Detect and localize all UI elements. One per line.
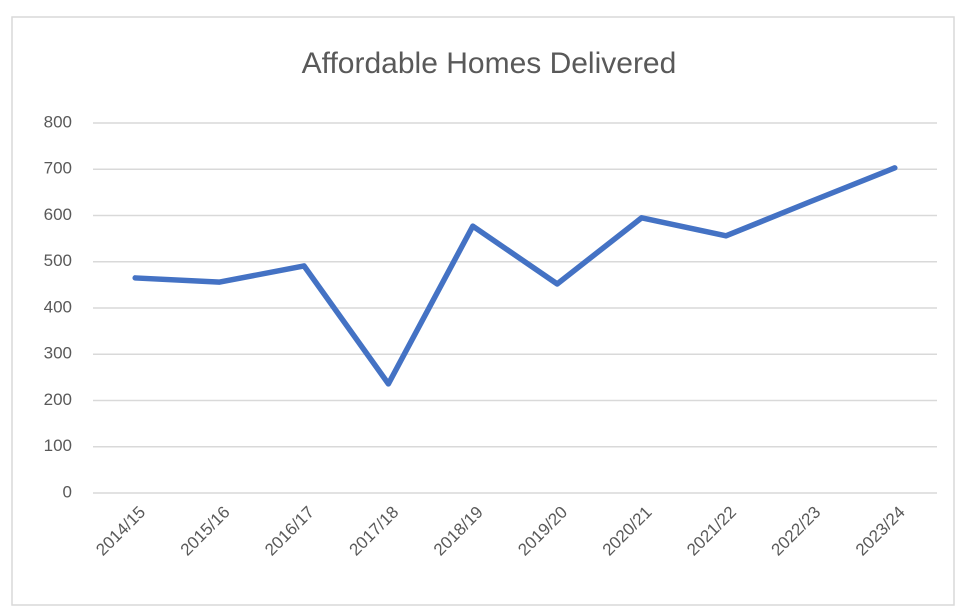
- y-tick-label: 800: [44, 112, 72, 131]
- y-tick-label: 100: [44, 436, 72, 455]
- y-tick-label: 500: [44, 251, 72, 270]
- chart-title: Affordable Homes Delivered: [302, 47, 677, 80]
- chart-border: [11, 16, 955, 606]
- y-tick-label: 200: [44, 390, 72, 409]
- y-tick-label: 0: [63, 482, 72, 501]
- y-tick-label: 600: [44, 205, 72, 224]
- y-tick-label: 300: [44, 344, 72, 363]
- line: [132, 165, 898, 387]
- y-tick-label: 400: [44, 297, 72, 316]
- y-tick-label: 700: [44, 159, 72, 178]
